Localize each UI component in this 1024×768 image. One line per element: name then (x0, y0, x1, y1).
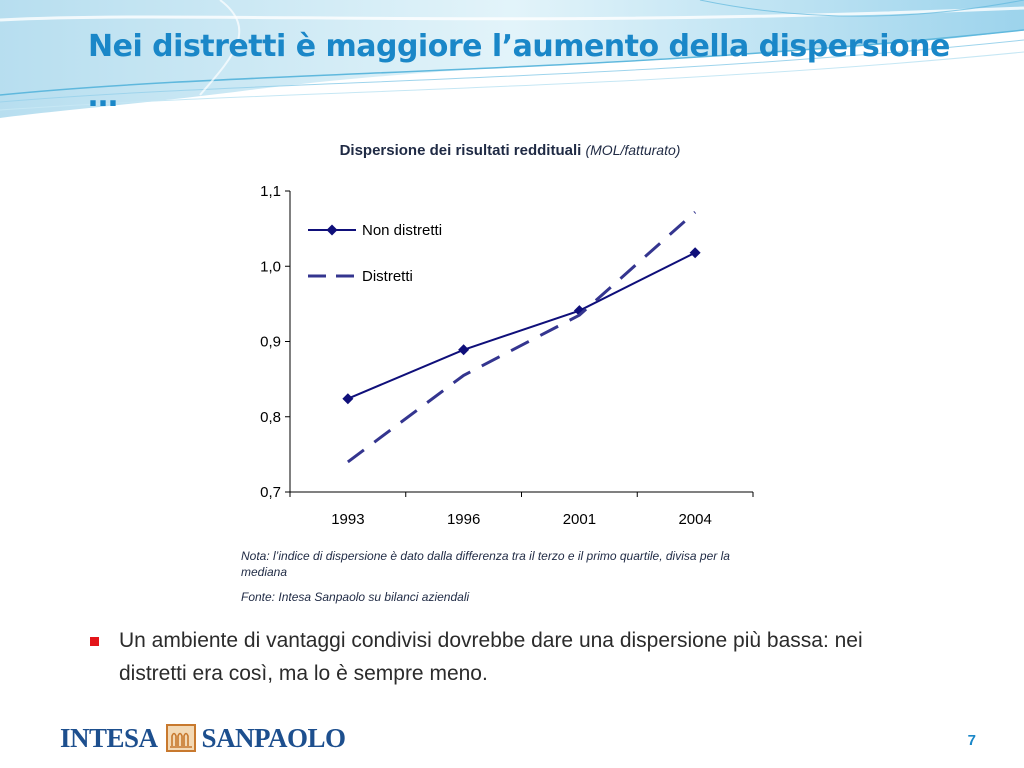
data-point-non-distretti (573, 305, 585, 317)
y-tick-label: 1,1 (260, 183, 281, 200)
legend-marker-non-distretti (326, 224, 338, 236)
legend-label-non-distretti: Non distretti (362, 222, 442, 239)
y-tick-label: 0,8 (260, 409, 281, 426)
y-tick-label: 0,9 (260, 334, 281, 351)
y-tick-label: 1,0 (260, 258, 281, 275)
chart-source: Fonte: Intesa Sanpaolo su bilanci aziend… (241, 590, 470, 604)
chart-background (240, 170, 770, 535)
x-tick-label: 1996 (447, 511, 480, 528)
chart-subtitle: (MOL/fatturato) (585, 142, 681, 158)
chart-title-block: Dispersione dei risultati reddituali (MO… (240, 142, 780, 159)
chart-title: Dispersione dei risultati reddituali (339, 142, 582, 159)
data-point-non-distretti (342, 393, 354, 405)
page-number: 7 (967, 732, 976, 749)
slide-title: Nei distretti è maggiore l’aumento della… (88, 29, 950, 114)
data-point-non-distretti (458, 344, 470, 356)
x-tick-label: 2004 (678, 511, 711, 528)
header-wave-decoration (0, 0, 1024, 118)
logo-word-left: INTESA (60, 722, 158, 753)
data-point-non-distretti (689, 247, 701, 259)
series-line-non-distretti (347, 251, 696, 400)
logo-word-right: SANPAOLO (201, 722, 347, 753)
line-chart: 0,7 0,8 0,9 1,0 1,1 1993 1996 2001 2004 Non distr… (240, 170, 770, 535)
logo-emblem-icon (165, 724, 196, 752)
x-tick-label: 1993 (331, 511, 364, 528)
bullet-text: Un ambiente di vantaggi condivisi dovreb… (119, 629, 863, 685)
y-tick-label: 0,7 (260, 484, 281, 501)
x-tick-label: 2001 (563, 511, 596, 528)
bullet-square-icon (90, 637, 99, 646)
legend-label-distretti: Distretti (362, 268, 413, 285)
chart-note: Nota: l’indice di dispersione è dato dal… (241, 549, 730, 579)
series-line-distretti (346, 210, 697, 464)
intesa-sanpaolo-logo: INTESA SANPAOLO (60, 720, 346, 756)
